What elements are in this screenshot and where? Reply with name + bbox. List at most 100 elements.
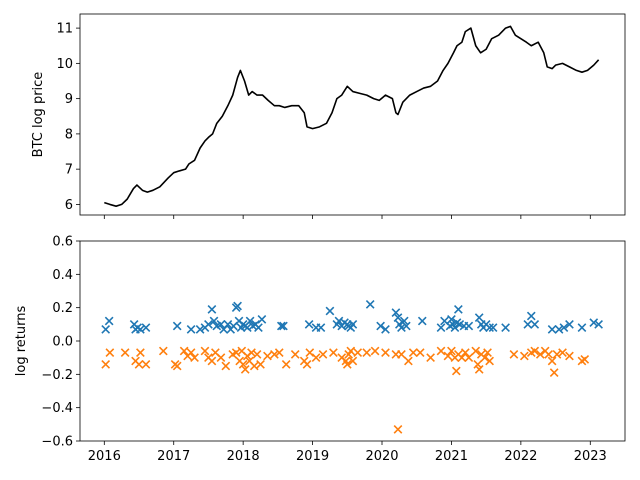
returns-y-tick-label: 0.0 xyxy=(52,335,73,350)
positive-return-point xyxy=(474,313,484,323)
negative-return-point xyxy=(509,349,519,359)
negative-return-point xyxy=(353,348,363,358)
positive-return-point xyxy=(547,324,557,334)
negative-return-point xyxy=(483,348,492,358)
negative-return-point xyxy=(221,361,231,371)
negative-return-point xyxy=(480,353,490,363)
negative-return-point xyxy=(302,359,312,369)
positive-return-point xyxy=(523,319,533,329)
negative-return-point xyxy=(580,354,590,364)
positive-return-point xyxy=(316,323,326,333)
positive-return-point xyxy=(334,316,344,326)
positive-return-point xyxy=(436,323,446,333)
negative-return-point xyxy=(381,348,390,358)
positive-return-point xyxy=(365,299,375,309)
positive-return-point xyxy=(172,321,182,331)
negative-return-point xyxy=(348,356,358,366)
negative-return-point xyxy=(530,346,540,356)
price-y-axis-label: BTC log price xyxy=(31,72,46,158)
positive-return-point xyxy=(186,324,196,334)
negative-return-point xyxy=(281,359,291,369)
positive-return-point xyxy=(501,323,510,333)
negative-return-point xyxy=(270,349,279,359)
negative-return-point xyxy=(404,356,413,366)
negative-return-point xyxy=(256,359,265,369)
price-y-tick-label: 10 xyxy=(56,57,73,72)
negative-return-point xyxy=(240,364,250,374)
negative-return-point xyxy=(558,348,567,358)
negative-return-point xyxy=(451,366,461,376)
negative-return-point xyxy=(549,368,559,378)
negative-return-point xyxy=(547,356,557,366)
returns-series-layer xyxy=(101,299,603,434)
returns-x-tick-label: 2016 xyxy=(88,449,121,464)
negative-return-point xyxy=(305,348,315,358)
positive-return-point xyxy=(216,319,226,329)
negative-return-point xyxy=(252,349,262,359)
positive-return-point xyxy=(577,323,587,333)
negative-return-point xyxy=(464,353,474,363)
negative-return-point xyxy=(200,346,210,356)
negative-return-point xyxy=(370,346,380,356)
negative-return-point xyxy=(457,353,467,363)
negative-return-point xyxy=(179,346,189,356)
negative-return-point xyxy=(216,353,226,363)
positive-return-point xyxy=(485,323,494,333)
negative-return-point xyxy=(485,356,494,366)
negative-return-point xyxy=(318,349,328,359)
negative-return-point xyxy=(290,349,300,359)
positive-return-point xyxy=(242,323,252,333)
positive-return-point xyxy=(417,316,427,326)
negative-return-point xyxy=(158,346,168,356)
negative-return-point xyxy=(263,351,272,361)
positive-return-point xyxy=(348,319,358,329)
negative-return-point xyxy=(136,348,145,358)
negative-return-point xyxy=(362,348,372,358)
returns-y-tick-label: 0.2 xyxy=(52,301,73,316)
returns-panel: −0.6−0.4−0.20.00.20.40.6 2016 2017 2018 201… xyxy=(14,235,626,464)
negative-return-point xyxy=(101,359,111,369)
returns-y-tick-label: 0.4 xyxy=(52,268,73,283)
negative-return-point xyxy=(247,348,256,358)
positive-return-point xyxy=(554,324,564,334)
positive-return-point xyxy=(101,324,111,334)
positive-return-point xyxy=(454,304,463,314)
negative-return-point xyxy=(311,353,321,363)
positive-return-point xyxy=(381,324,390,334)
positive-return-point xyxy=(245,316,255,326)
negative-return-point xyxy=(519,351,529,361)
price-series-line xyxy=(104,25,600,207)
negative-return-point xyxy=(535,349,545,359)
positive-return-point xyxy=(254,323,263,333)
price-plot-frame xyxy=(79,13,626,216)
negative-return-point xyxy=(393,424,403,434)
returns-y-tick-label: −0.4 xyxy=(41,401,73,416)
positive-return-point xyxy=(464,321,474,331)
negative-return-point xyxy=(426,353,435,363)
price-y-tick-label: 6 xyxy=(65,198,73,213)
negative-return-point xyxy=(471,346,481,356)
returns-x-ticks: 2016 2017 2018 2019 2020 2021 2022 2023 xyxy=(88,441,607,464)
negative-return-point xyxy=(238,359,248,369)
positive-return-point xyxy=(391,308,401,318)
positive-return-point xyxy=(279,321,288,331)
positive-return-point xyxy=(594,319,603,329)
negative-return-point xyxy=(460,348,470,358)
positive-return-point xyxy=(233,301,242,311)
returns-y-tick-label: 0.6 xyxy=(52,235,73,250)
returns-y-tick-label: −0.6 xyxy=(41,435,73,450)
positive-return-point xyxy=(399,316,409,326)
returns-plot-frame xyxy=(79,240,626,442)
returns-x-tick-label: 2021 xyxy=(435,449,468,464)
positive-return-point xyxy=(204,319,213,329)
negative-return-point xyxy=(415,348,425,358)
negative-return-point xyxy=(552,349,562,359)
negative-return-point xyxy=(342,359,352,369)
negative-return-point xyxy=(120,348,130,358)
negative-return-point xyxy=(473,359,483,369)
positive-return-point xyxy=(559,323,569,333)
negative-return-point xyxy=(544,349,553,359)
negative-return-point xyxy=(346,346,356,356)
negative-return-point xyxy=(443,351,453,361)
